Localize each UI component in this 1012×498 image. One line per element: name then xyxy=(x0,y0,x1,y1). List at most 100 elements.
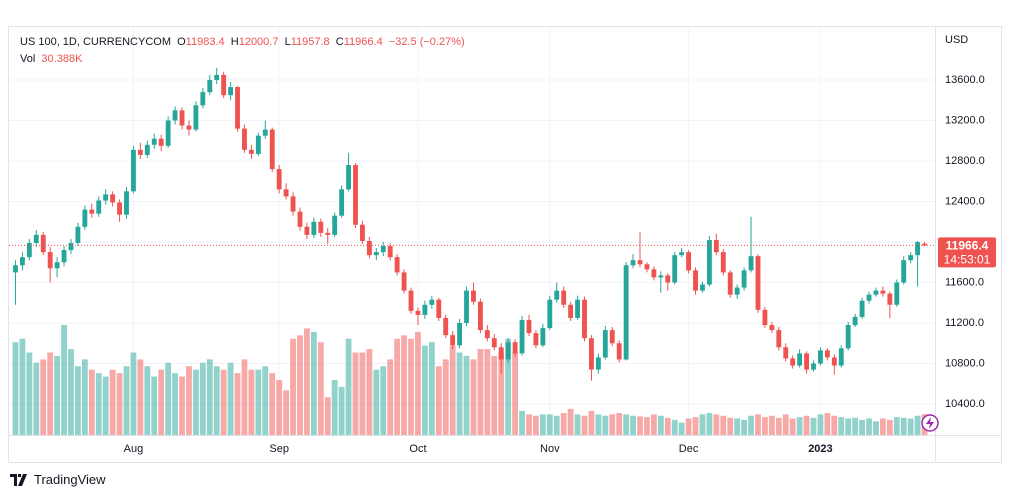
candle-body xyxy=(380,246,386,253)
volume-bar xyxy=(463,355,470,435)
volume-bar xyxy=(741,419,748,435)
brand-name: TradingView xyxy=(34,472,106,487)
volume-bar xyxy=(789,418,796,435)
candle-body xyxy=(214,74,220,80)
h-label: H xyxy=(230,36,239,48)
candle-body xyxy=(568,304,574,318)
volume-bar xyxy=(831,415,838,435)
volume-bar xyxy=(283,390,290,435)
volume-bar xyxy=(33,362,40,435)
candle-body xyxy=(845,325,851,349)
volume-bar xyxy=(109,369,116,435)
candle-body xyxy=(165,120,171,146)
volume-bar xyxy=(803,415,810,435)
volume-bar xyxy=(768,415,775,435)
x-tick-label: Oct xyxy=(409,443,426,455)
candle-body xyxy=(686,252,692,271)
brand-logo xyxy=(10,473,27,486)
candle-body xyxy=(33,234,39,244)
volume-bar xyxy=(692,417,699,435)
candle-body xyxy=(533,333,539,346)
volume-bar xyxy=(907,418,914,435)
candle-body xyxy=(547,299,553,329)
candle-body xyxy=(797,353,803,366)
candle-body xyxy=(790,358,796,366)
volume-bar xyxy=(491,355,498,435)
vol-line: Vol 30.388K xyxy=(20,51,465,68)
candle-body xyxy=(304,226,310,235)
candle-body xyxy=(811,363,816,370)
candle-body xyxy=(693,270,698,291)
candle-body xyxy=(575,299,580,318)
volume-bar xyxy=(241,359,248,435)
volume-bar xyxy=(102,376,109,435)
candle-body xyxy=(824,350,830,358)
candle-body xyxy=(26,243,32,258)
volume-bar xyxy=(227,362,234,435)
candle-body xyxy=(706,239,712,285)
candle-body xyxy=(713,239,719,253)
candle-body xyxy=(186,125,192,130)
volume-bar xyxy=(68,349,74,435)
candle-body xyxy=(40,234,46,253)
candle-body xyxy=(269,129,275,170)
candle-body xyxy=(519,319,525,354)
candle-body xyxy=(124,191,129,215)
candle-body xyxy=(595,357,601,370)
candle-body xyxy=(769,325,775,331)
candle-body xyxy=(901,260,907,283)
volume-bar xyxy=(602,415,609,435)
volume-bar xyxy=(755,414,761,435)
event-icon-bolt xyxy=(926,417,934,429)
y-tick-label: 11200.0 xyxy=(945,317,984,329)
volume-bar xyxy=(401,335,407,435)
frame xyxy=(8,26,1002,463)
candle-body xyxy=(450,335,456,346)
brand[interactable]: TradingView xyxy=(10,472,106,487)
volume-bar xyxy=(546,414,553,435)
candle-body xyxy=(283,189,289,197)
volume-bar xyxy=(262,366,269,435)
x-tick-label: Aug xyxy=(124,443,144,455)
candle-body xyxy=(339,189,345,216)
candle-body xyxy=(464,290,469,324)
volume-bar xyxy=(775,417,782,435)
volume-bar xyxy=(26,352,33,435)
volume-bar xyxy=(234,373,241,435)
candle-body xyxy=(700,284,705,291)
volume-bar xyxy=(47,352,54,435)
volume-bar xyxy=(449,345,456,435)
volume-bar xyxy=(477,349,484,435)
candle-body xyxy=(82,209,88,227)
candle-body xyxy=(360,224,365,241)
candle-body xyxy=(491,338,497,348)
candle-body xyxy=(255,135,261,154)
candle-body xyxy=(436,299,442,318)
volume-bar xyxy=(248,369,255,435)
y-tick-label: 12800.0 xyxy=(945,155,985,167)
volume-bar xyxy=(255,369,262,435)
candle-body xyxy=(651,269,657,278)
volume-bar xyxy=(484,349,491,435)
candle-body xyxy=(193,105,199,130)
candle-body xyxy=(915,242,921,256)
candle-body xyxy=(429,299,435,305)
candle-body xyxy=(54,262,60,269)
volume-bar xyxy=(144,366,151,435)
volume-bar xyxy=(886,419,893,435)
volume-bar xyxy=(609,414,616,435)
countdown: 14:53:01 xyxy=(944,253,991,267)
candle-body xyxy=(894,282,900,305)
candle-body xyxy=(762,309,768,326)
volume-bar xyxy=(88,369,95,435)
candle-body xyxy=(262,129,268,136)
volume-bar xyxy=(186,366,192,435)
o-label: O xyxy=(177,36,186,48)
candle-body xyxy=(908,255,914,261)
volume-bar xyxy=(762,417,768,435)
volume-bar xyxy=(623,414,630,435)
volume-bar xyxy=(415,331,421,435)
candle-body xyxy=(859,300,865,317)
volume-bar xyxy=(158,369,165,435)
candle-body xyxy=(658,275,664,278)
